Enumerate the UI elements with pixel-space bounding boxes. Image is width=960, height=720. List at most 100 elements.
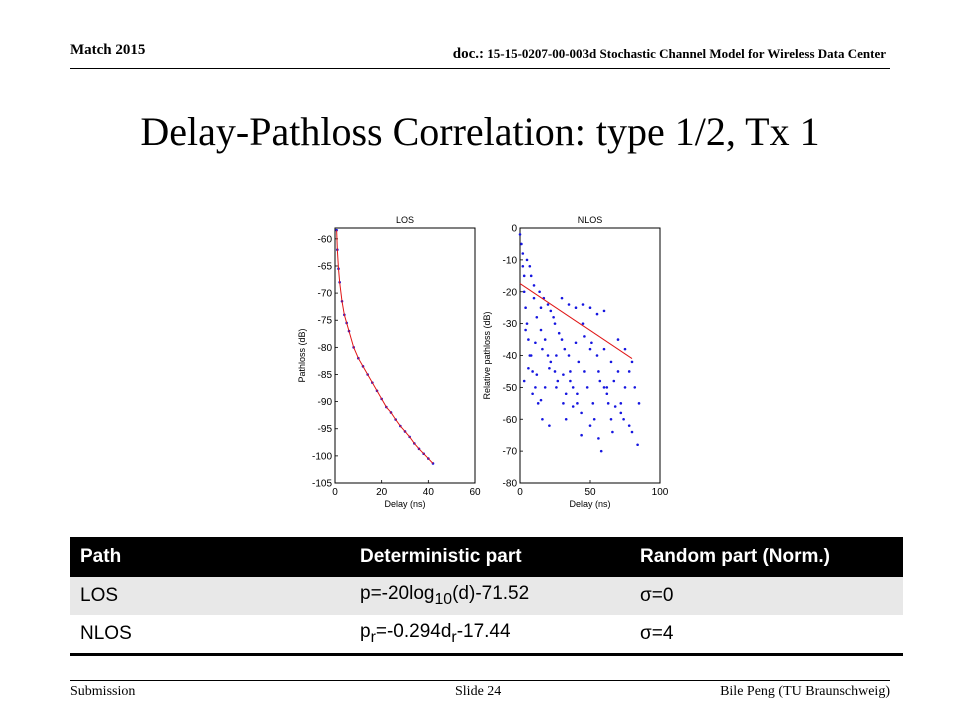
data-point [581,303,585,306]
data-point [588,424,592,427]
y-tick-label: -30 [503,319,518,330]
fit-line [519,283,633,359]
data-point [546,354,550,357]
data-point [541,347,544,351]
data-point [518,233,522,236]
y-tick-label: -80 [318,343,333,354]
data-point [576,402,579,405]
doc-label: doc.: [452,46,484,62]
data-point [619,402,623,405]
data-point [613,405,617,408]
formula-part: (d)-71.52 [452,583,530,605]
data-point [562,373,565,376]
formula-part: p=-20log [360,583,435,605]
data-point [532,296,536,300]
data-point [609,360,613,364]
x-tick-label: 0 [332,487,338,498]
data-point [619,411,623,415]
data-point [567,303,571,306]
data-point [549,360,553,364]
formula-part: p [360,621,371,643]
data-point [525,322,529,325]
table-row: LOS p=-20log10(d)-71.52 σ=0 [70,577,903,615]
data-point [588,347,592,351]
data-point [569,379,572,383]
plot-frame [334,227,476,484]
table-row: NLOS pr=-0.294dr-17.44 σ=4 [70,615,903,656]
x-tick-label: 50 [584,487,596,498]
data-point [611,430,614,434]
data-point [597,437,600,440]
data-point [564,417,568,421]
header-random: Random part (Norm.) [630,537,903,577]
data-point [577,360,581,364]
data-point [592,417,596,421]
data-point [553,370,557,373]
formula-subscript: r [370,628,376,646]
cell-random: σ=0 [630,577,903,615]
chart-title: NLOS [578,215,603,225]
data-point [531,392,534,396]
table-header-row: Path Deterministic part Random part (Nor… [70,537,903,577]
data-point [534,341,537,345]
data-point [524,306,527,309]
data-point [602,386,606,389]
data-point [605,392,609,396]
data-point [548,424,551,427]
y-tick-label: -80 [503,479,518,490]
header-path: Path [70,537,350,577]
data-point [581,322,585,325]
x-tick-label: 60 [469,487,481,498]
y-tick-label: -20 [503,287,518,298]
data-point [605,386,609,389]
y-tick-label: 0 [511,224,517,235]
footer-slide-number: Slide 24 [455,684,502,699]
data-point [590,341,593,345]
data-point [623,386,627,389]
doc-text: 15-15-0207-00-003d Stochastic Channel Mo… [487,46,886,61]
data-point [560,338,564,341]
los-chart: LOS 0 20 40 60 -60 -65 -70 -75 -80 -85 -90 -95 -100 -1… [297,215,481,509]
cell-deterministic: pr=-0.294dr-17.44 [350,615,630,656]
data-point [580,411,583,415]
results-table: Path Deterministic part Random part (Nor… [70,537,903,656]
data-point [524,328,527,332]
data-point [556,379,560,383]
data-point [574,341,578,345]
data-point [583,335,586,338]
data-point [522,379,526,383]
y-tick-label: -105 [312,479,332,490]
header-rule [70,68,890,69]
data-point [571,386,575,389]
data-point [335,228,338,232]
data-point [536,402,540,405]
data-point [597,370,600,373]
y-tick-label: -10 [503,255,518,266]
data-point [549,309,553,313]
data-point [534,386,537,389]
data-point [633,386,637,389]
data-point [637,402,641,405]
data-point [636,443,639,447]
data-point [525,258,529,262]
data-point [602,309,606,313]
formula-subscript: 10 [434,590,453,608]
data-point [543,386,547,389]
formula-part: =-0.294d [375,621,452,643]
data-point [528,354,532,357]
data-point [599,449,603,453]
data-point [576,392,579,396]
cell-deterministic: p=-20log10(d)-71.52 [350,577,630,615]
data-point [612,379,616,383]
cell-path: NLOS [70,615,350,656]
data-point [555,354,558,357]
footer-rule [70,680,890,681]
data-point [560,296,564,300]
data-point [548,366,551,370]
nlos-chart: NLOS 0 50 100 0 -10 -20 -30 -40 -50 -60 -70 -80 Delay… [482,215,669,509]
formula-subscript: r [451,628,457,646]
data-point [574,306,578,309]
data-point [606,402,610,405]
y-tick-label: -90 [318,397,333,408]
